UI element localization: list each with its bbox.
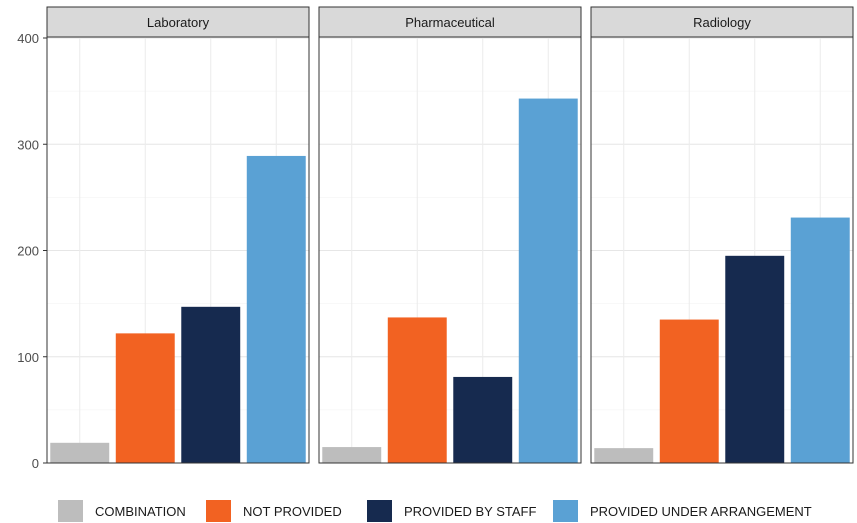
- legend-item: NOT PROVIDED: [206, 500, 342, 522]
- bar-radiology-provided-by-staff: [725, 255, 785, 463]
- y-tick-label: 200: [17, 244, 39, 259]
- facet-strip-label: Pharmaceutical: [405, 15, 495, 30]
- legend: COMBINATION NOT PROVIDED PROVIDED BY STAFF…: [58, 500, 812, 522]
- y-tick-label: 400: [17, 31, 39, 46]
- legend-swatch: [553, 500, 578, 522]
- legend-item: PROVIDED BY STAFF: [367, 500, 536, 522]
- bar-pharmaceutical-provided-under-arrangement: [518, 98, 578, 463]
- bar-pharmaceutical-combination: [322, 447, 382, 463]
- bar-pharmaceutical-provided-by-staff: [453, 376, 513, 463]
- facet-strip: [590, 6, 854, 38]
- bar-laboratory-provided-by-staff: [181, 306, 241, 463]
- bar-laboratory-not-provided: [115, 333, 175, 463]
- bar-radiology-not-provided: [659, 319, 719, 463]
- facet-strip-label: Radiology: [693, 15, 751, 30]
- legend-label: COMBINATION: [95, 504, 186, 519]
- y-tick-label: 0: [32, 456, 39, 471]
- legend-item: COMBINATION: [58, 500, 186, 522]
- legend-item: PROVIDED UNDER ARRANGEMENT: [553, 500, 812, 522]
- facet-panel-laboratory: Laboratory: [46, 6, 310, 464]
- facet-strip-label: Laboratory: [147, 15, 210, 30]
- y-tick-label: 300: [17, 137, 39, 152]
- bar-radiology-combination: [594, 448, 654, 463]
- bar-laboratory-provided-under-arrangement: [246, 155, 306, 463]
- bar-pharmaceutical-not-provided: [387, 317, 447, 463]
- legend-label: NOT PROVIDED: [243, 504, 342, 519]
- bar-laboratory-combination: [50, 442, 110, 463]
- legend-swatch: [367, 500, 392, 522]
- facet-strip: [318, 6, 582, 38]
- legend-swatch: [206, 500, 231, 522]
- facet-panels: Laboratory Pharmaceutical Radiology: [46, 6, 854, 464]
- bar-radiology-provided-under-arrangement: [790, 217, 850, 463]
- legend-label: PROVIDED BY STAFF: [404, 504, 536, 519]
- facet-panel-radiology: Radiology: [590, 6, 854, 464]
- facet-strip: [46, 6, 310, 38]
- y-tick-label: 100: [17, 350, 39, 365]
- y-axis: 0 100 200 300 400: [17, 31, 47, 471]
- legend-label: PROVIDED UNDER ARRANGEMENT: [590, 504, 812, 519]
- legend-swatch: [58, 500, 83, 522]
- facet-panel-pharmaceutical: Pharmaceutical: [318, 6, 582, 464]
